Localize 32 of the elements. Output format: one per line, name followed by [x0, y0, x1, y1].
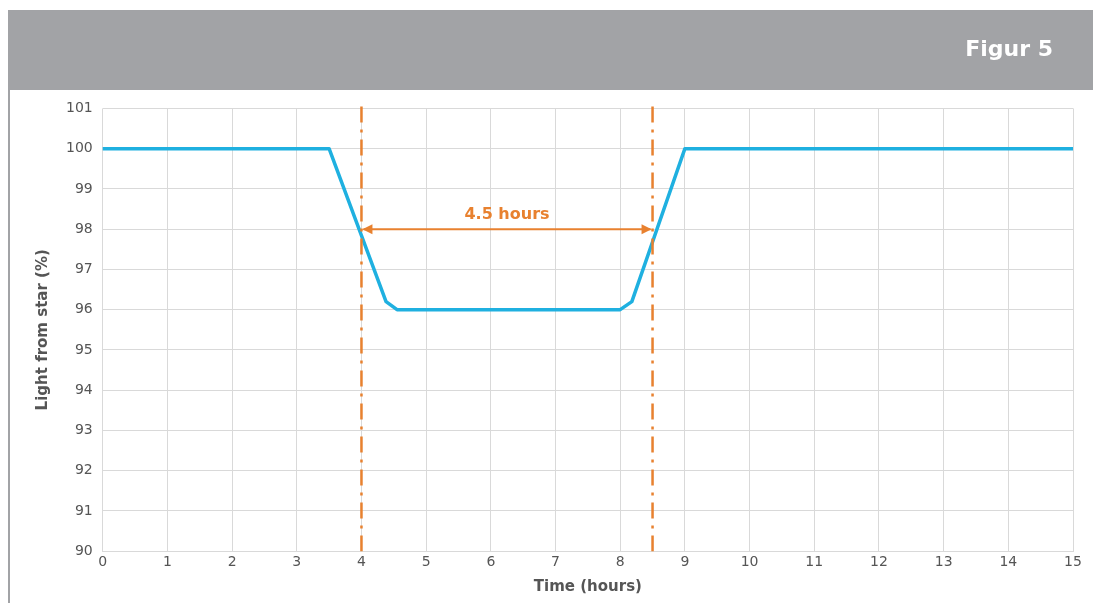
y-tick-label: 101 [65, 99, 93, 116]
y-tick-label: 90 [74, 541, 93, 558]
x-tick-label: 8 [615, 553, 625, 570]
chart-title: Figur 5 [965, 36, 1053, 61]
y-tick-label: 100 [65, 139, 93, 156]
x-tick-label: 7 [551, 553, 560, 570]
x-tick-label: 0 [98, 553, 108, 570]
y-axis-title: Light from star (%) [32, 249, 51, 411]
y-tick-label: 92 [74, 461, 93, 478]
x-tick-label: 4 [357, 553, 366, 570]
x-tick-label: 15 [1064, 553, 1082, 570]
y-tick-label: 93 [74, 421, 93, 438]
y-tick-label: 99 [74, 179, 93, 196]
y-tick-label: 95 [74, 340, 93, 357]
x-tick-label: 14 [999, 553, 1018, 570]
y-tick-label: 96 [74, 300, 93, 317]
y-tick-label: 98 [74, 219, 93, 236]
x-tick-label: 1 [162, 553, 172, 570]
x-tick-label: 2 [227, 553, 237, 570]
x-tick-label: 12 [870, 553, 888, 570]
x-tick-label: 3 [292, 553, 302, 570]
x-tick-label: 9 [680, 553, 690, 570]
x-tick-label: 11 [805, 553, 824, 570]
annotation: 4.5 hours [464, 204, 550, 224]
x-tick-label: 13 [934, 553, 953, 570]
x-tick-label: 5 [421, 553, 431, 570]
y-tick-label: 91 [74, 501, 93, 518]
x-tick-label: 6 [486, 553, 496, 570]
x-axis-title: Time (hours) [533, 576, 642, 595]
y-tick-label: 97 [74, 260, 93, 277]
y-tick-label: 94 [74, 380, 93, 397]
x-tick-label: 10 [740, 553, 759, 570]
